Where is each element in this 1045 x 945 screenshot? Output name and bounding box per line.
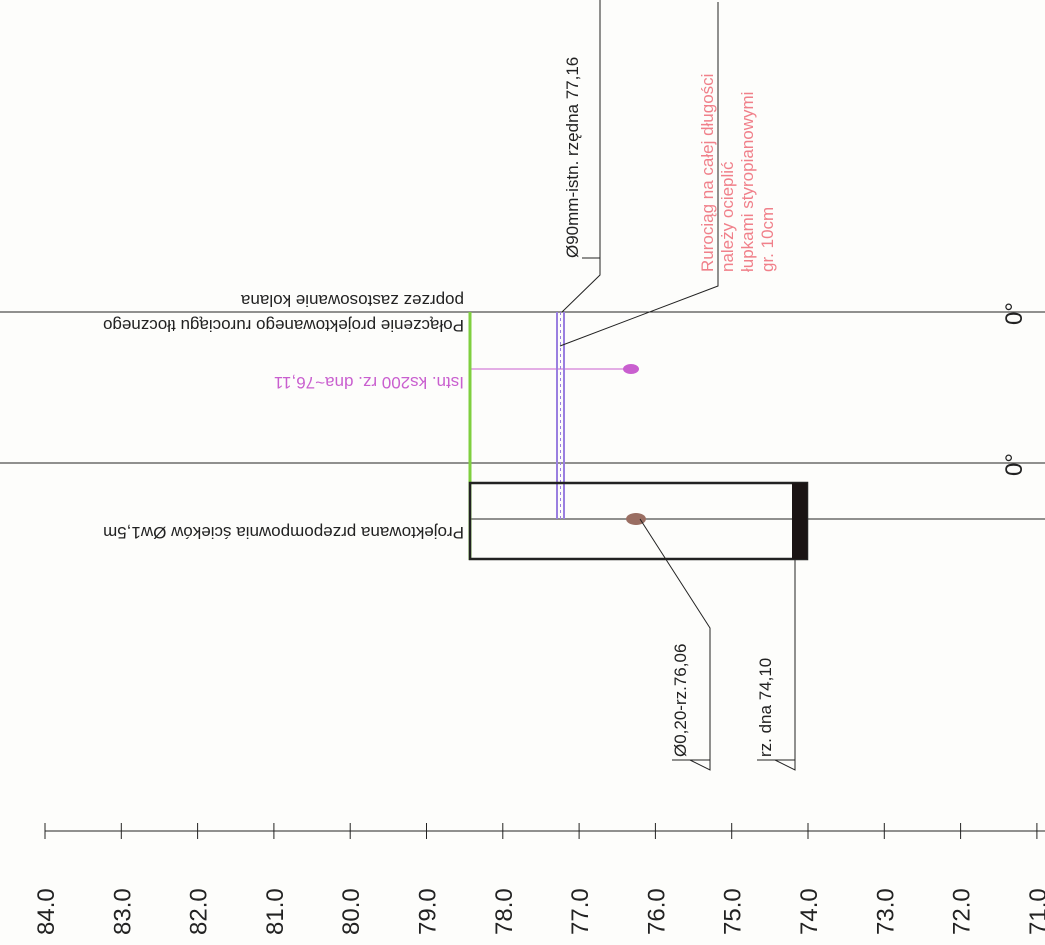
- scale-tick-label: 75.0: [720, 888, 747, 935]
- scale-tick-label: 79.0: [415, 888, 442, 935]
- scale-tick-label: 80.0: [338, 888, 365, 935]
- scale-tick-label: 82.0: [186, 888, 213, 935]
- leader-pipe-020: [639, 518, 711, 771]
- insulation-note-line2: należy ocieplić: [718, 161, 737, 272]
- connection-label-line2: poprzez zastosowanie kolana: [240, 291, 464, 310]
- pumping-station-label: Projektowana przepompownia ścieków Øw1,5…: [103, 523, 464, 542]
- scale-tick-label: 84.0: [33, 888, 60, 935]
- scale-tick-label: 73.0: [872, 888, 899, 935]
- insulation-note-line4: gr. 10cm: [758, 207, 777, 272]
- degree-mark-bottom: 0°: [1001, 453, 1028, 476]
- scale-tick-label: 78.0: [491, 888, 518, 935]
- scale-tick-label: 81.0: [262, 888, 289, 935]
- pipe-020-dot: [626, 513, 646, 525]
- leader-note: [559, 2, 719, 347]
- scale-tick-label: 77.0: [567, 888, 594, 935]
- pumping-station-bottom-fill: [792, 483, 807, 559]
- scale-tick-label: 74.0: [796, 888, 823, 935]
- pipe-020-label: Ø0,20-rz.76,06: [671, 644, 690, 757]
- bottom-level-label: rz. dna 74,10: [756, 658, 775, 757]
- connection-label-line1: Połączenie projektowanego rurociągu tłoc…: [103, 316, 464, 335]
- scale-tick-label: 83.0: [109, 888, 136, 935]
- leader-existing-pipe: [561, 0, 601, 313]
- insulation-note-line3: łupkami styropianowymi: [738, 92, 757, 272]
- scale-tick-label: 72.0: [949, 888, 976, 935]
- scale-ticks: 84.0 83.0 82.0 81.0 80.0 79.0 78.0 77.0 76.0 75.0…: [33, 823, 1045, 935]
- degree-mark-top: 0°: [1001, 302, 1028, 325]
- scale-tick-label: 76.0: [643, 888, 670, 935]
- leader-bottom-level: [774, 559, 796, 771]
- scale-tick-label: 71.0: [1025, 888, 1045, 935]
- existing-pipe-label: Ø90mm-istn. rzędna 77,16: [563, 57, 582, 258]
- insulation-note-line1: Rurociąg na całej długości: [698, 74, 717, 272]
- ks200-label: Istn. ks200 rz. dna~76,11: [274, 373, 464, 392]
- ks200-dot: [623, 364, 639, 374]
